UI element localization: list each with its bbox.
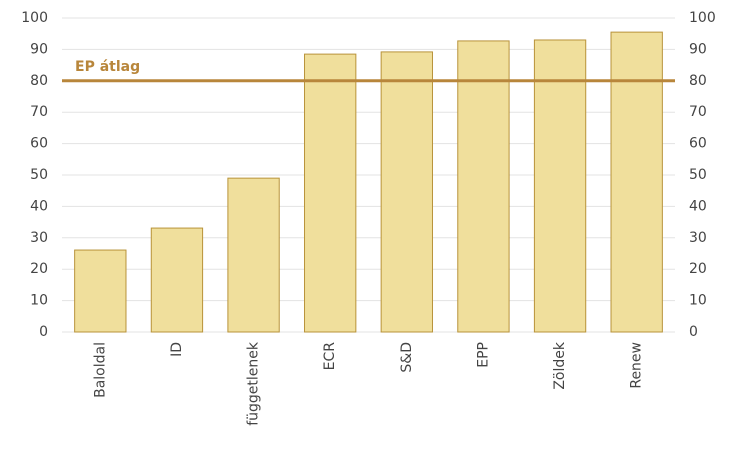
y2-tick-label: 60 [689, 136, 707, 152]
bar [227, 177, 280, 333]
x-tick-label: Baloldal [92, 342, 108, 398]
y-tick-label: 90 [30, 41, 48, 57]
y-tick-label: 60 [30, 136, 48, 152]
y2-tick-label: 30 [689, 230, 707, 246]
y-tick-label: 100 [21, 10, 48, 26]
bar [610, 31, 663, 333]
bar [457, 40, 510, 333]
x-tick-label: Renew [629, 342, 645, 389]
y-tick-label: 70 [30, 104, 48, 120]
y2-tick-label: 100 [689, 10, 716, 26]
bar [74, 249, 127, 333]
y-tick-label: 20 [30, 261, 48, 277]
x-tick-label: függetlenek [246, 341, 262, 426]
y-tick-label: 80 [30, 73, 48, 89]
y2-tick-label: 40 [689, 198, 707, 214]
x-tick-label: Zöldek [552, 341, 568, 390]
y-tick-label: 10 [30, 293, 48, 309]
y-tick-label: 50 [30, 167, 48, 183]
y-tick-label: 30 [30, 230, 48, 246]
x-tick-label: S&D [399, 342, 415, 373]
bar [380, 51, 433, 333]
y2-tick-label: 70 [689, 104, 707, 120]
y2-tick-label: 0 [689, 324, 698, 340]
y2-tick-label: 10 [689, 293, 707, 309]
y-tick-label: 0 [39, 324, 48, 340]
y2-tick-label: 80 [689, 73, 707, 89]
bar [533, 39, 587, 333]
y2-tick-label: 50 [689, 167, 707, 183]
y-tick-label: 40 [30, 198, 48, 214]
x-tick-label: ID [169, 342, 185, 357]
bar [150, 227, 204, 333]
bar [304, 53, 357, 333]
reference-label: EP átlag [75, 59, 140, 75]
y2-tick-label: 20 [689, 261, 707, 277]
x-tick-label: ECR [322, 342, 338, 371]
y2-tick-label: 90 [689, 41, 707, 57]
x-tick-label: EPP [475, 342, 491, 368]
